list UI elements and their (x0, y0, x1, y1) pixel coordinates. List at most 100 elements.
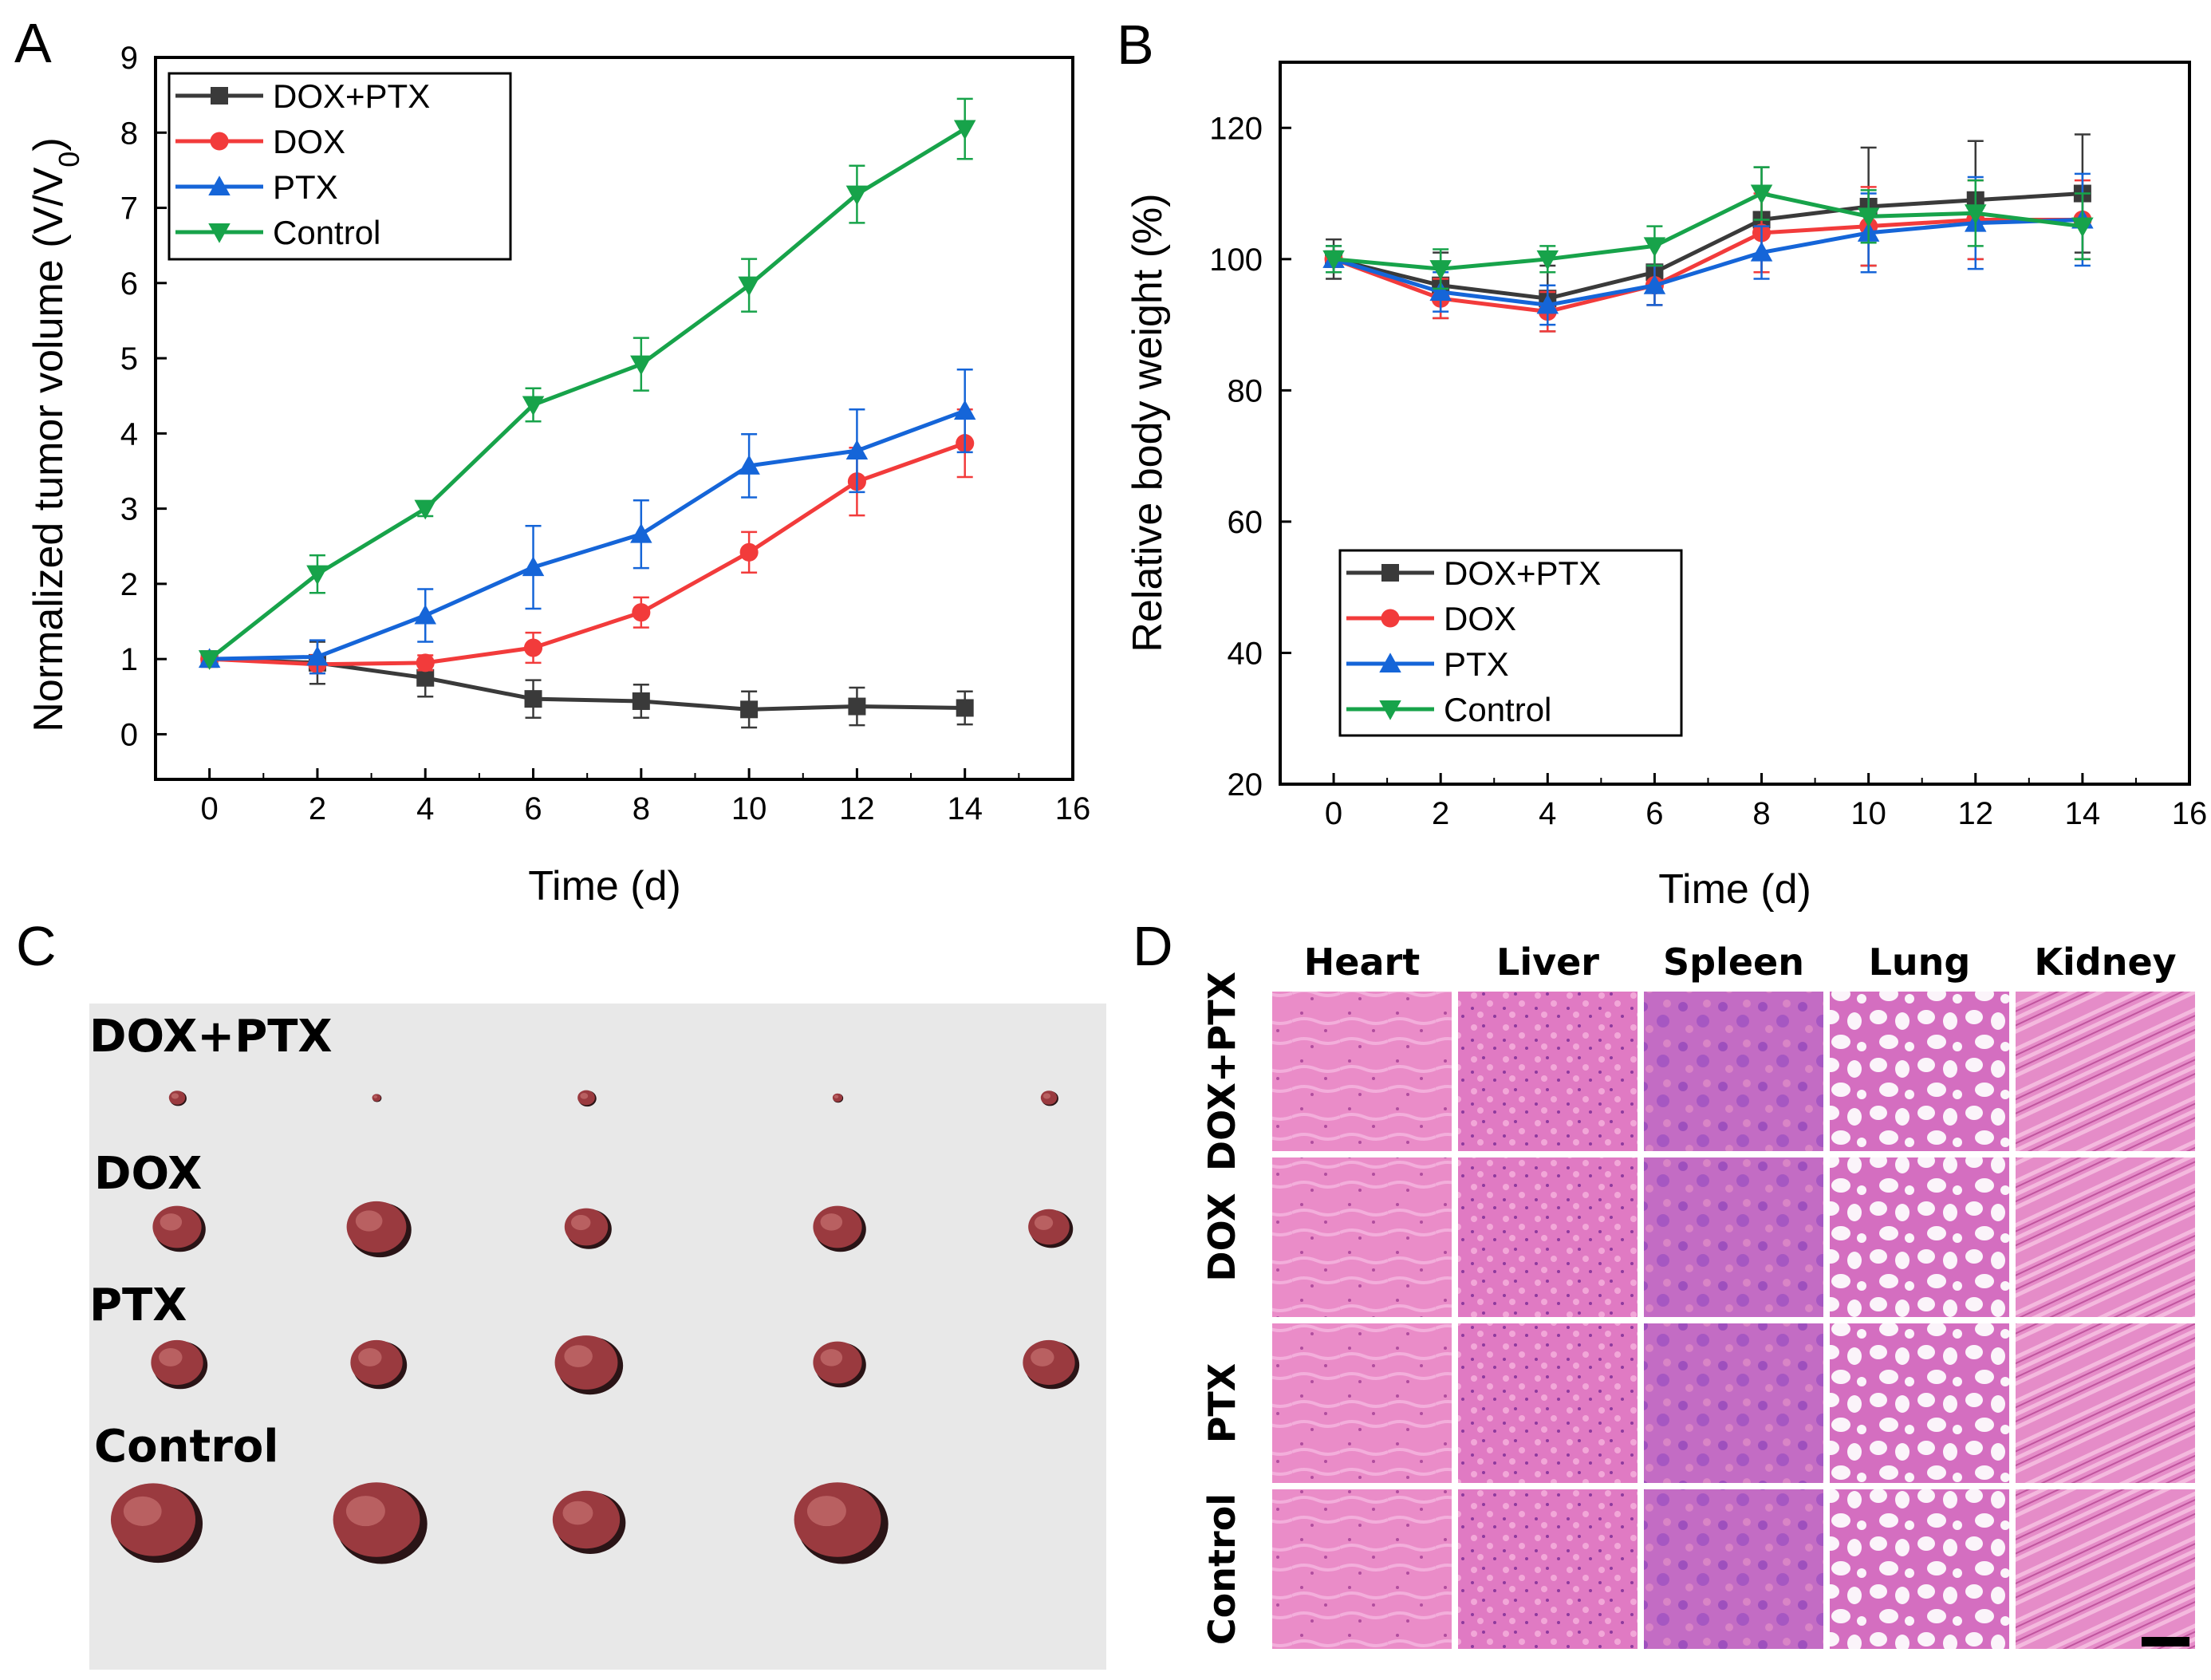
tumor-highlight (171, 1093, 179, 1099)
tumor-highlight (820, 1349, 843, 1366)
data-point (416, 668, 435, 687)
tile-ptx-liver (1458, 1323, 1638, 1483)
y-tick-label: 0 (120, 717, 138, 752)
tile-control-kidney (2016, 1489, 2195, 1649)
tile-control-lung (1830, 1489, 2009, 1649)
row-label-dox-ptx: DOX+PTX (1200, 972, 1243, 1171)
organ-label-kidney: Kidney (2034, 941, 2176, 984)
tile-dox-spleen (1644, 1157, 1823, 1317)
data-point (1750, 241, 1773, 262)
tumor-highlight (580, 1093, 589, 1099)
legend-entry-dox-ptx: DOX+PTX (175, 77, 430, 115)
data-point (738, 276, 760, 297)
data-point (845, 185, 869, 206)
data-point (1643, 274, 1666, 294)
tile-dox-ptx-spleen (1644, 992, 1823, 1151)
y-tick-label: 60 (1228, 505, 1263, 540)
data-point (522, 556, 545, 577)
series-control (198, 97, 976, 670)
legend: DOX+PTX DOX PTX Control (168, 72, 512, 261)
legend-marker (210, 132, 229, 151)
legend-label: DOX (273, 123, 345, 160)
tile-control-heart (1272, 1489, 1452, 1649)
y-tick-label: 40 (1228, 636, 1263, 671)
legend-entry-dox: DOX (1346, 600, 1516, 637)
data-point (524, 690, 542, 708)
tumor (1028, 1209, 1074, 1248)
tumor-highlight (834, 1094, 839, 1098)
tumor (832, 1093, 844, 1103)
axis-ticks (1280, 126, 2191, 786)
legend-entry-ptx: PTX (175, 168, 338, 206)
tumor (350, 1339, 408, 1390)
data-point (414, 604, 436, 625)
data-point (1750, 184, 1773, 205)
group-label-ptx: PTX (89, 1280, 187, 1331)
data-series (198, 97, 976, 729)
organ-labels: Heart Liver Spleen Lung Kidney (1304, 941, 2177, 984)
organ-label-spleen: Spleen (1663, 941, 1804, 984)
data-point (739, 542, 759, 562)
tumor (168, 1090, 187, 1106)
tumor-highlight (820, 1213, 843, 1231)
x-tick-label: 0 (1325, 796, 1342, 831)
organ-label-lung: Lung (1869, 941, 1971, 984)
panel-letter-c: C (16, 915, 57, 977)
tumors (110, 1090, 1080, 1564)
body-weight-chart: 0 2 4 6 8 10 12 14 16 20 40 60 80 100 120 Time (d) Rel… (1125, 61, 2207, 913)
series-line (209, 441, 966, 667)
tumor (813, 1205, 866, 1252)
legend-marker (1379, 653, 1401, 672)
organ-label-heart: Heart (1304, 941, 1420, 984)
tumor (813, 1341, 866, 1388)
data-point (1643, 237, 1666, 258)
data-point (1322, 250, 1345, 270)
series-line (1333, 217, 2083, 314)
x-tick-label: 8 (633, 791, 650, 826)
legend-marker (208, 175, 231, 195)
data-point (953, 400, 976, 420)
tumor (346, 1201, 412, 1258)
y-tick-label: 1 (120, 642, 138, 677)
legend-entry-ptx: PTX (1346, 645, 1509, 683)
data-point (632, 692, 650, 710)
tumor (1023, 1339, 1080, 1390)
data-point (416, 653, 435, 672)
data-point (306, 645, 329, 666)
tumor-photo: DOX+PTX DOX PTX Control (89, 1004, 1106, 1670)
data-point (414, 499, 436, 520)
x-tick-label: 12 (1958, 796, 1994, 831)
legend-marker (208, 223, 231, 243)
legend-entries: DOX+PTX DOX PTX Control (1346, 554, 1601, 728)
data-point (523, 638, 543, 657)
legend-entry-dox-ptx: DOX+PTX (1346, 554, 1601, 592)
y-tick-label: 4 (120, 416, 138, 452)
data-point (953, 120, 976, 140)
tile-ptx-lung (1830, 1323, 2009, 1483)
series-line (209, 408, 966, 661)
tile-dox-lung (1830, 1157, 2009, 1317)
x-tick-label: 6 (1645, 796, 1663, 831)
series-ptx (198, 368, 976, 675)
legend-entry-control: Control (175, 214, 380, 251)
tumor (577, 1090, 597, 1107)
tumor-highlight (358, 1348, 382, 1366)
legend-marker (1379, 700, 1401, 720)
axis-ticks (156, 56, 1074, 779)
tile-dox-heart (1272, 1157, 1452, 1317)
tumor-highlight (345, 1496, 385, 1527)
panel-letter-b: B (1117, 14, 1154, 76)
row-labels: DOX+PTX DOX PTX Control (1200, 972, 1243, 1645)
legend-marker (1381, 609, 1400, 628)
legend-marker (211, 87, 228, 105)
tumor-highlight (160, 1213, 183, 1231)
tile-dox-ptx-lung (1830, 992, 2009, 1151)
row-label-dox: DOX (1200, 1193, 1243, 1281)
tumor (151, 1339, 208, 1390)
data-point (630, 355, 652, 376)
tumor (552, 1490, 626, 1555)
y-axis-title-main: Normalized tumor volume (V/V (26, 167, 72, 732)
y-tick-label: 3 (120, 492, 138, 527)
data-point (738, 455, 760, 475)
